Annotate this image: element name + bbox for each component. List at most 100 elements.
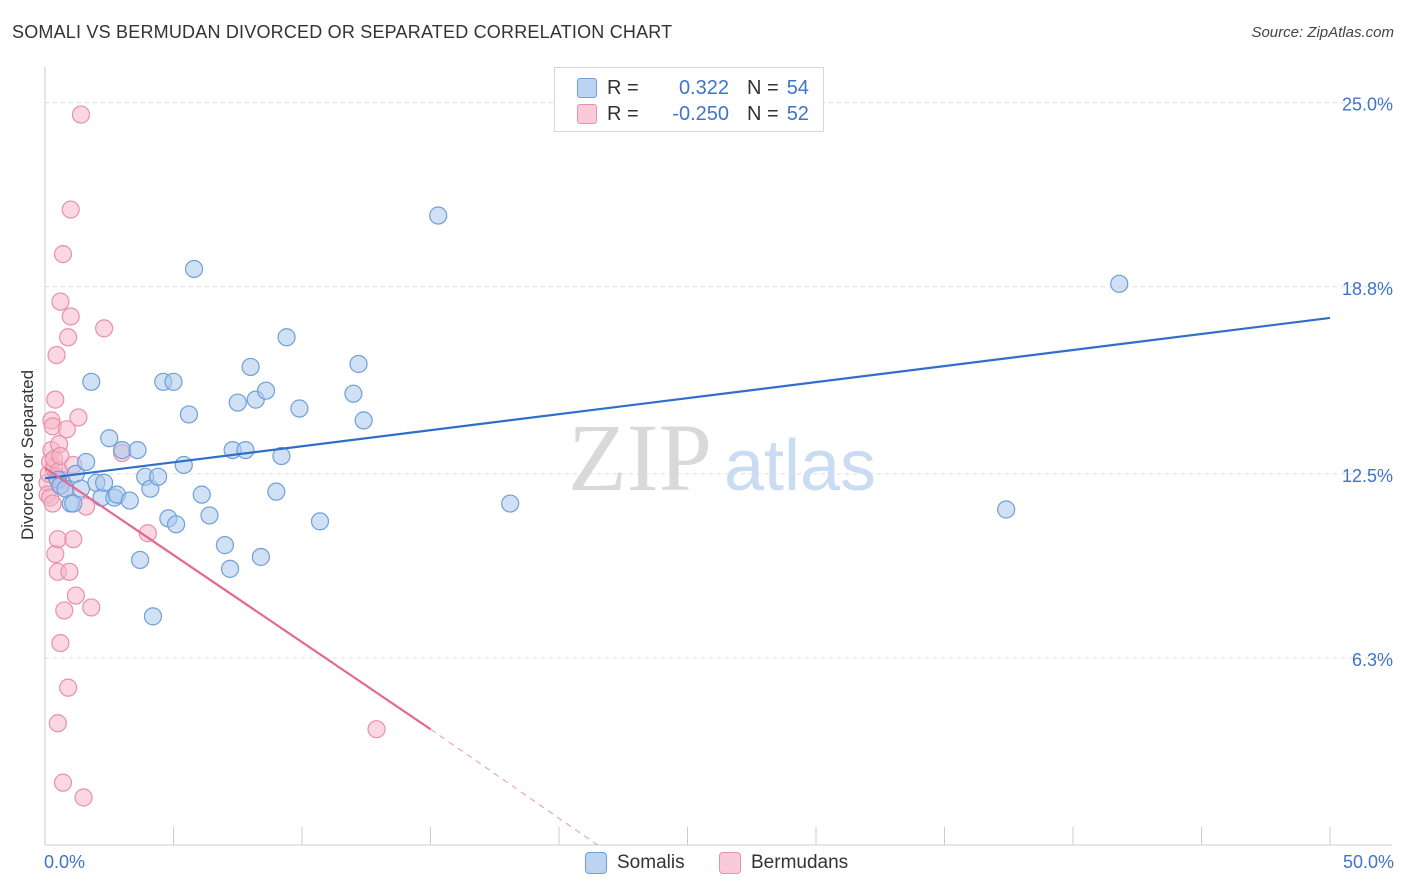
y-tick-label: 12.5% <box>1342 466 1393 486</box>
bermudan-trend-line <box>44 466 432 731</box>
source-label: Source: ZipAtlas.com <box>1251 24 1394 41</box>
legend-row-bermudan: R = -0.250 N = 52 <box>577 102 809 126</box>
somali-point <box>192 485 211 504</box>
somali-point <box>71 479 91 498</box>
chart-title: SOMALI VS BERMUDAN DIVORCED OR SEPARATED… <box>12 22 673 42</box>
bermudan-point <box>64 530 83 549</box>
bermudan-point <box>47 345 66 365</box>
somali-point <box>354 411 373 430</box>
somali-point <box>215 536 234 555</box>
y-axis-label: Divorced or Separated <box>18 369 37 541</box>
x-tick-label-max: 50.0% <box>1342 852 1394 872</box>
somali-point <box>236 440 255 460</box>
bermudan-swatch <box>577 104 597 124</box>
bermudan-point <box>74 788 93 807</box>
bermudan-point <box>48 530 67 549</box>
somali-n-value: 54 <box>786 76 809 99</box>
somali-point <box>200 506 219 525</box>
somali-points <box>48 206 1129 626</box>
bermudan-n-label: N = <box>747 102 779 125</box>
legend-row-somali: R = 0.322 N = 54 <box>577 76 809 100</box>
bermudan-point <box>51 292 70 311</box>
bermudan-point <box>69 408 88 427</box>
legend-series: Somalis Bermudans <box>0 850 1406 878</box>
somali-point <box>241 357 260 377</box>
somali-point <box>997 500 1016 519</box>
somali-point <box>143 607 163 626</box>
bermudan-point <box>59 678 78 697</box>
somali-point <box>310 512 330 531</box>
bermudan-r-value: -0.250 <box>672 102 729 125</box>
somali-point <box>267 482 286 501</box>
somali-point <box>64 494 83 513</box>
somali-point <box>290 399 309 418</box>
somali-r-value: 0.322 <box>678 76 729 99</box>
bermudan-trend-extension <box>430 728 598 846</box>
somali-point <box>228 393 247 412</box>
bermudan-point <box>71 105 91 124</box>
bermudan-point <box>51 633 70 653</box>
bermudan-point <box>60 562 79 581</box>
somali-point <box>251 547 270 567</box>
zipatlas-watermark: ZIP atlas <box>568 404 876 511</box>
somalis-legend-swatch <box>585 852 607 874</box>
bermudan-point <box>51 446 70 466</box>
somali-n-label: N = <box>747 76 779 99</box>
bermudan-point <box>46 390 65 409</box>
somali-point <box>120 491 139 510</box>
bermudan-point <box>43 494 62 513</box>
somali-point <box>256 381 276 400</box>
y-tick-labels: 6.3% 12.5% 18.8% 25.0% <box>1342 95 1393 670</box>
somali-point <box>184 259 204 279</box>
y-tick-label: 6.3% <box>1352 650 1393 670</box>
bermudan-point <box>61 200 80 219</box>
somali-point <box>349 354 368 374</box>
somali-point <box>77 452 96 472</box>
bermudan-point <box>61 307 80 326</box>
somalis-legend-label: Somalis <box>617 852 685 873</box>
bermudan-n-value: 52 <box>786 102 809 125</box>
bermudan-point <box>66 586 85 605</box>
somali-point <box>179 405 199 424</box>
bermudan-point <box>48 714 67 733</box>
watermark-zip: ZIP <box>568 404 712 511</box>
gridlines <box>45 102 1392 659</box>
bermudan-point <box>46 544 65 564</box>
legend-item-bermudans[interactable]: Bermudans <box>719 852 848 874</box>
watermark-atlas: atlas <box>724 426 876 506</box>
bermudan-point <box>367 720 386 739</box>
bermudan-point <box>55 601 74 620</box>
somali-point <box>166 515 186 534</box>
somali-r-label: R = <box>607 76 639 99</box>
bermudans-legend-swatch <box>719 852 741 874</box>
bermudan-point <box>53 773 73 792</box>
somali-point <box>148 467 168 486</box>
somali-point <box>220 559 240 578</box>
somali-point <box>164 372 183 391</box>
somali-point <box>272 446 291 466</box>
somali-point <box>1110 274 1129 293</box>
y-tick-label: 18.8% <box>1342 279 1393 299</box>
trend-lines <box>44 316 1331 846</box>
somali-point <box>95 473 114 492</box>
somali-point <box>429 206 448 225</box>
y-tick-label: 25.0% <box>1342 95 1393 115</box>
bermudan-r-label: R = <box>607 102 639 125</box>
bermudan-point <box>95 319 114 338</box>
legend-stats: R = 0.322 N = 54 R = -0.250 N = 52 <box>554 67 824 132</box>
legend-item-somalis[interactable]: Somalis <box>585 852 685 874</box>
bermudan-point <box>82 598 101 617</box>
somali-trend-line <box>44 316 1331 480</box>
bermudan-point <box>53 245 73 264</box>
somali-point <box>277 328 296 347</box>
bermudan-point <box>138 524 157 543</box>
somali-point <box>130 550 150 570</box>
somali-point <box>344 384 363 403</box>
somali-point <box>100 429 119 448</box>
bermudan-point <box>57 420 76 439</box>
x-tick-label-min: 0.0% <box>44 852 86 872</box>
bermudans-legend-label: Bermudans <box>751 852 849 873</box>
somali-point <box>174 455 193 475</box>
somali-point <box>128 440 147 460</box>
